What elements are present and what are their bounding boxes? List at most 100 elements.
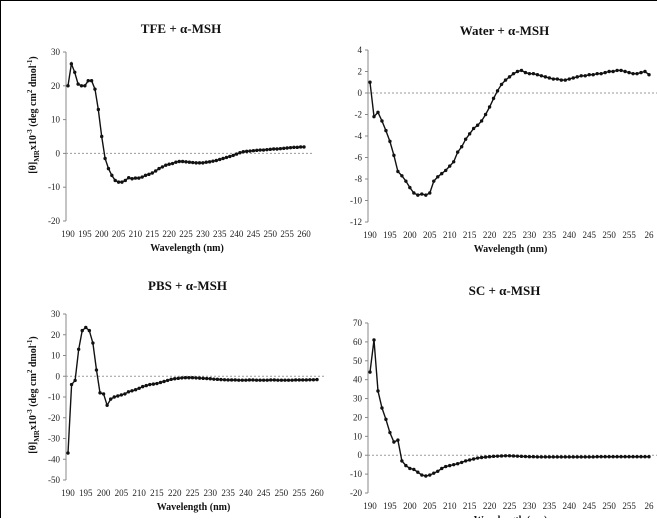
data-point	[108, 397, 113, 401]
data-point	[388, 139, 392, 144]
y-tick-label: 30	[353, 394, 363, 404]
y-tick-label: -10	[48, 392, 60, 402]
y-axis-label: [θ]MRx10-3 (deg cm2 dmol-1)	[26, 336, 41, 453]
data-point	[248, 149, 252, 153]
data-point	[112, 395, 116, 399]
data-point	[222, 378, 227, 382]
x-tick-label: 255	[622, 501, 636, 511]
data-point	[308, 378, 312, 382]
data-point	[98, 391, 102, 395]
data-point	[228, 154, 232, 159]
data-point	[416, 470, 420, 474]
data-point	[463, 459, 468, 463]
data-point	[119, 393, 124, 397]
y-axis-label-part: )	[28, 56, 39, 59]
data-point	[491, 96, 496, 101]
data-point	[380, 119, 384, 123]
data-point	[563, 455, 567, 459]
data-point	[86, 79, 90, 83]
data-point	[519, 68, 524, 73]
data-point	[392, 153, 396, 158]
data-point	[160, 165, 165, 169]
data-point	[187, 160, 192, 164]
data-point	[603, 70, 607, 75]
data-point	[244, 378, 248, 382]
data-point	[155, 381, 159, 386]
x-tick-label: 250	[264, 229, 278, 239]
y-axis-label-part: (deg cm	[28, 373, 39, 410]
data-point	[436, 175, 440, 179]
data-point	[567, 77, 571, 81]
data-point	[384, 128, 388, 133]
data-point	[555, 77, 560, 81]
chart-title: Water + α-MSH	[460, 23, 550, 38]
data-point	[73, 378, 77, 383]
data-point	[201, 161, 205, 165]
data-point	[151, 382, 156, 386]
data-point	[66, 451, 70, 455]
x-tick-label: 230	[523, 230, 537, 240]
x-tick-label: 220	[483, 230, 497, 240]
data-point	[153, 169, 158, 173]
data-point	[140, 175, 144, 179]
data-point	[169, 377, 173, 382]
data-point	[575, 455, 579, 459]
data-point	[444, 464, 448, 469]
x-tick-label: 230	[523, 501, 537, 511]
data-point	[452, 160, 456, 164]
data-point	[100, 134, 104, 139]
data-point	[539, 455, 544, 459]
data-point	[276, 378, 280, 382]
data-point	[265, 378, 269, 382]
data-point	[635, 71, 639, 76]
data-point	[194, 161, 198, 165]
data-point	[69, 382, 74, 387]
data-point	[471, 126, 476, 131]
data-point	[448, 164, 452, 168]
data-point	[619, 455, 623, 459]
x-tick-label: 190	[363, 230, 377, 240]
x-tick-label: 235	[543, 230, 557, 240]
data-point	[162, 379, 166, 384]
data-point	[647, 455, 651, 459]
x-tick-label: 220	[483, 501, 497, 511]
data-point	[275, 147, 279, 151]
data-point	[639, 455, 643, 459]
data-point	[412, 191, 416, 195]
data-point	[190, 376, 195, 380]
data-point	[471, 457, 476, 461]
data-point	[463, 137, 468, 141]
x-tick-label: 210	[443, 230, 457, 240]
figure-left-border	[0, 0, 1, 518]
data-point	[211, 159, 215, 163]
x-tick-label: 240	[230, 229, 244, 239]
data-point	[208, 377, 212, 381]
data-point	[164, 163, 168, 167]
y-tick-label: -50	[48, 475, 60, 485]
y-tick-label: 20	[51, 330, 61, 340]
data-point	[126, 176, 131, 180]
x-tick-label: 225	[186, 488, 200, 498]
data-point	[79, 84, 84, 88]
data-point	[575, 75, 579, 79]
x-tick-label: 230	[196, 229, 210, 239]
data-point	[615, 68, 619, 73]
x-tick-label: 250	[602, 501, 616, 511]
data-point	[187, 376, 191, 380]
x-tick-label: 190	[61, 488, 75, 498]
data-point	[599, 71, 603, 76]
x-tick-label: 260	[310, 488, 324, 498]
data-point	[157, 166, 161, 171]
data-point	[76, 82, 80, 86]
data-point	[392, 440, 396, 444]
y-tick-label: 50	[353, 356, 363, 366]
data-point	[408, 185, 412, 190]
x-tick-label: 205	[423, 501, 437, 511]
data-point	[603, 455, 607, 459]
x-axis-label: Wavelength (nm)	[474, 244, 548, 255]
x-axis-label: Wavelength (nm)	[157, 502, 231, 513]
x-tick-label: 245	[582, 230, 596, 240]
data-point	[459, 460, 464, 465]
